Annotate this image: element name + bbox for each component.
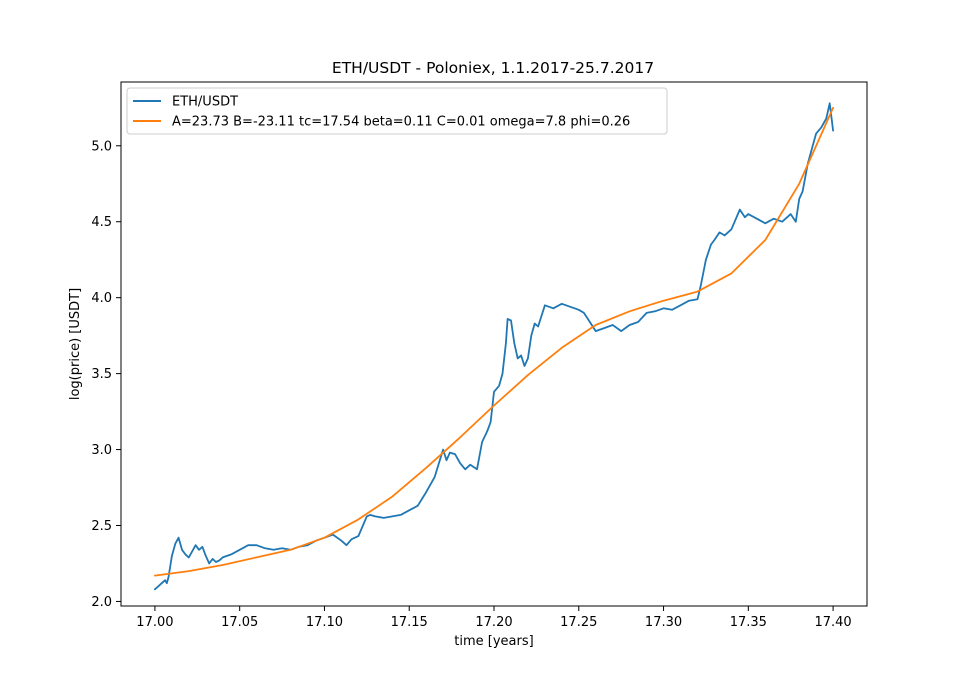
x-tick-label: 17.10 [306,615,343,630]
y-tick-label: 3.0 [91,443,112,458]
legend-label-eth: ETH/USDT [172,95,238,110]
legend: ETH/USDT A=23.73 B=-23.11 tc=17.54 beta=… [126,87,668,135]
legend-label-fit: A=23.73 B=-23.11 tc=17.54 beta=0.11 C=0.… [172,115,630,130]
y-tick-label: 4.5 [91,215,112,230]
x-tick-label: 17.00 [136,615,173,630]
y-axis-title: log(price) [USDT] [68,288,83,400]
series-line-fit [154,106,834,577]
y-tick-label: 2.5 [91,519,112,534]
y-tick-label: 5.0 [91,139,112,154]
x-axis: 17.00 17.05 17.10 17.15 17.20 17.25 17.30 17.35… [136,606,852,630]
x-tick-label: 17.25 [560,615,597,630]
x-tick-label: 17.15 [391,615,428,630]
x-tick-label: 17.35 [730,615,767,630]
y-tick-label: 4.0 [91,291,112,306]
y-tick-label: 3.5 [91,367,112,382]
y-tick-label: 2.0 [91,595,112,610]
legend-box [126,87,668,135]
x-axis-title: time [years] [454,634,533,649]
x-tick-label: 17.20 [475,615,512,630]
x-tick-label: 17.30 [645,615,682,630]
x-tick-label: 17.05 [221,615,258,630]
x-tick-label: 17.40 [814,615,851,630]
chart-title: ETH/USDT - Poloniex, 1.1.2017-25.7.2017 [332,59,654,77]
series-layer [154,102,834,591]
y-axis: 2.0 2.5 3.0 3.5 4.0 4.5 5.0 [91,139,121,610]
